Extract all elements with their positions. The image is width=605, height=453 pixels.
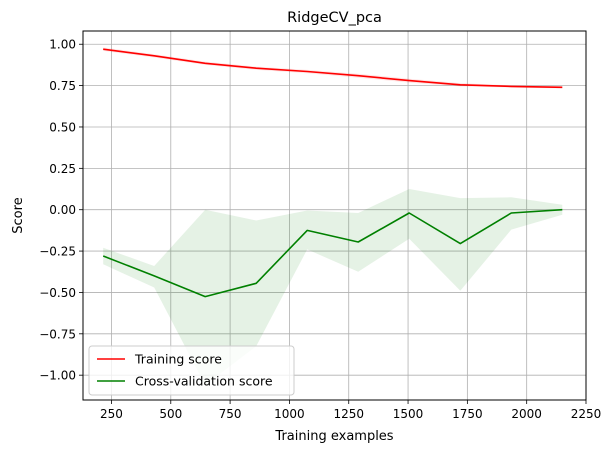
y-tick-label: 0.50 — [49, 120, 76, 134]
series-line-training-score — [103, 48, 563, 89]
chart-title: RidgeCV_pca — [287, 10, 382, 26]
x-tick-label: 1500 — [393, 407, 424, 421]
series-lines — [102, 48, 563, 298]
y-tick-label: 0.25 — [49, 162, 76, 176]
y-tick-label: 0.75 — [49, 79, 76, 93]
legend-label-cross-validation-score: Cross-validation score — [135, 374, 273, 389]
x-tick-label: 500 — [159, 407, 182, 421]
x-tick-label: 2000 — [511, 407, 542, 421]
x-tick-label: 1250 — [333, 407, 364, 421]
x-tick-label: 750 — [219, 407, 242, 421]
legend-box — [88, 345, 295, 396]
y-tick-label: −0.25 — [39, 245, 76, 259]
y-tick-label: 0.00 — [49, 203, 76, 217]
confidence-bands — [103, 47, 563, 386]
x-tick-label: 1750 — [452, 407, 483, 421]
y-axis-title: Score — [11, 197, 26, 233]
series-line-cross-validation-score — [102, 208, 563, 298]
x-axis-title: Training examples — [274, 429, 393, 444]
axis-ticks: 250 500 750 1000 1250 1500 1750 2000 2250 1.00 0.7… — [39, 38, 601, 421]
y-tick-label: −0.75 — [39, 327, 76, 341]
x-tick-label: 250 — [100, 407, 123, 421]
confidence-band-cross-validation-score — [103, 189, 563, 386]
x-tick-label: 2250 — [571, 407, 602, 421]
y-tick-label: −0.50 — [39, 286, 76, 300]
x-tick-label: 1000 — [274, 407, 305, 421]
y-tick-label: −1.00 — [39, 369, 76, 383]
plot-frame — [82, 30, 587, 401]
legend-label-training-score: Training score — [134, 352, 222, 367]
y-tick-label: 1.00 — [49, 38, 76, 52]
legend: Training score Cross-validation score — [88, 345, 295, 396]
